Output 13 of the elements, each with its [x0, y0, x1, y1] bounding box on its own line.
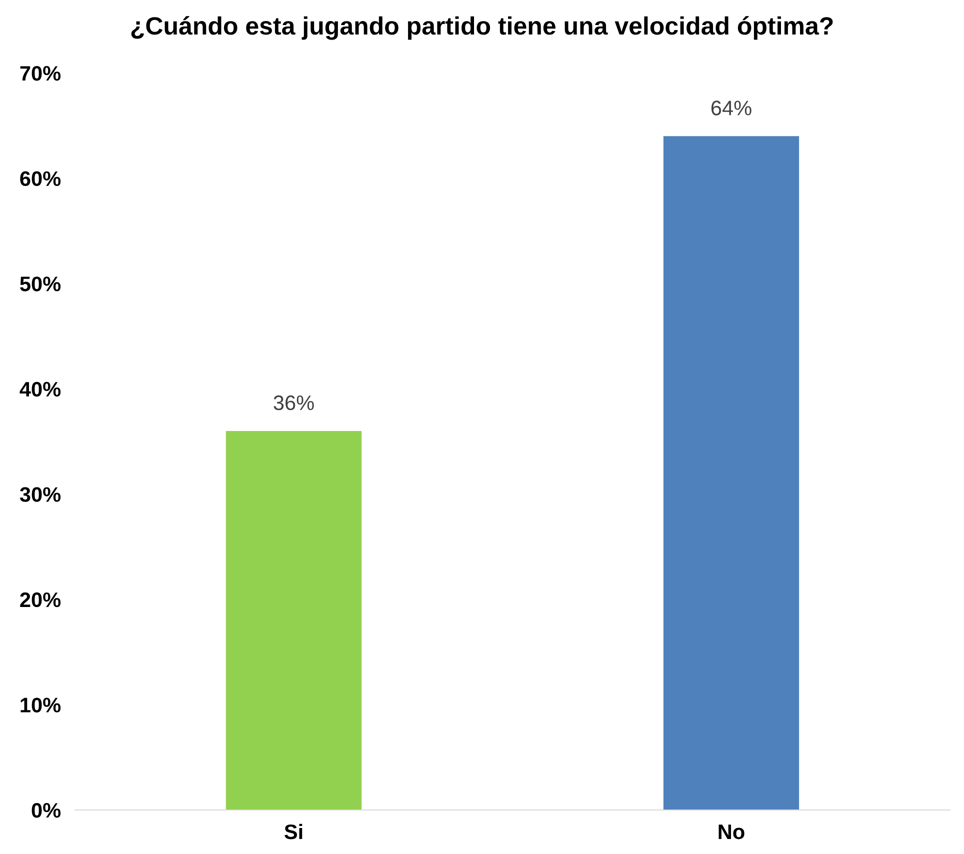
data-label: 36%: [274, 395, 314, 410]
y-tick-label: 60%: [20, 171, 61, 186]
y-tick-label: 0%: [32, 803, 61, 818]
x-tick-label: Si: [284, 824, 302, 840]
y-tick-label: 70%: [20, 66, 61, 81]
y-tick-label: 30%: [20, 487, 61, 502]
y-tick-label: 10%: [20, 698, 61, 712]
chart-title: ¿Cuándo esta jugando partido tiene una velocidad óptima?: [131, 16, 833, 40]
y-tick-label: 20%: [20, 592, 61, 608]
x-tick-label: No: [718, 824, 744, 840]
data-label: 64%: [711, 100, 752, 116]
y-tick-label: 40%: [20, 382, 61, 397]
y-tick-label: 50%: [20, 276, 61, 292]
